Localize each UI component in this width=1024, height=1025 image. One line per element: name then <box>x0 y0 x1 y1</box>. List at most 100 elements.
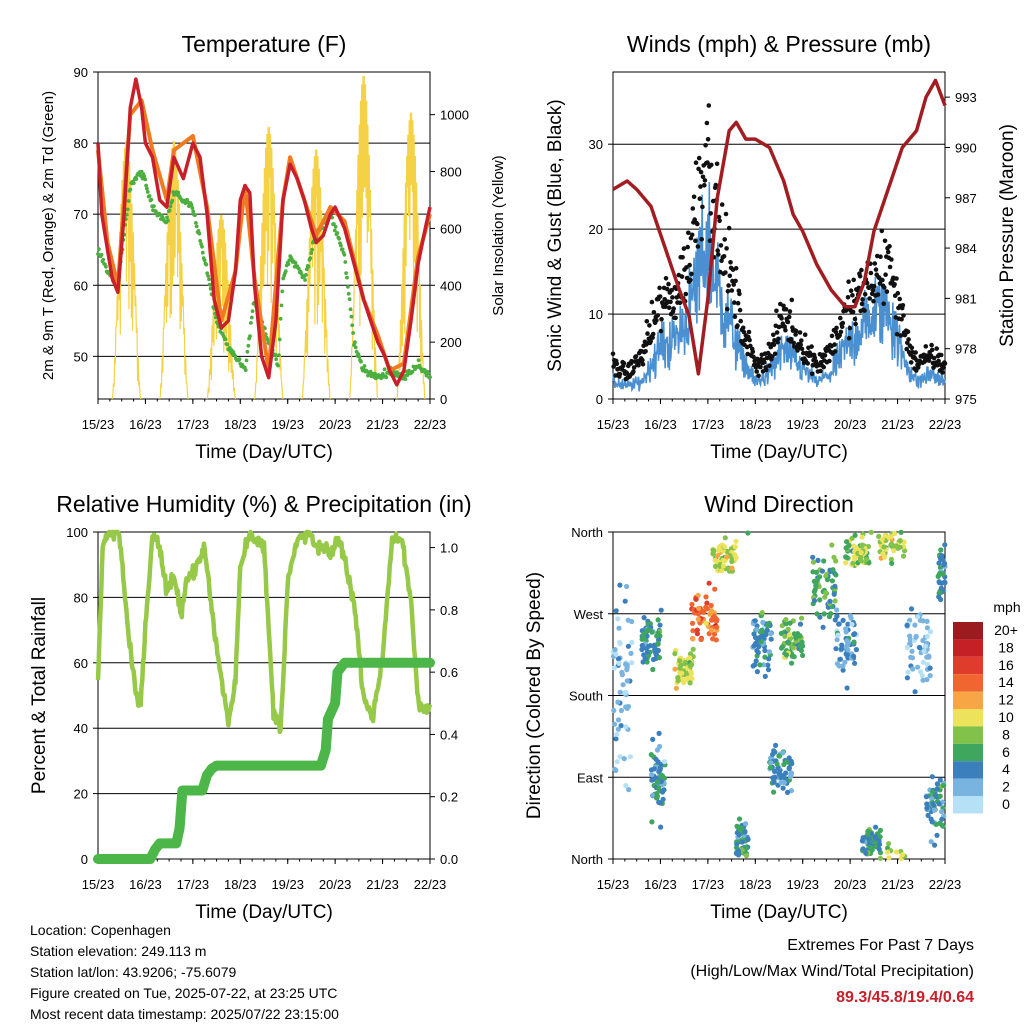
direction-point <box>810 559 817 565</box>
direction-point <box>732 544 739 550</box>
gust-point <box>871 283 877 289</box>
gust-point <box>684 265 689 270</box>
direction-point <box>720 557 726 563</box>
x-tick-label: 16/23 <box>129 877 162 892</box>
direction-point <box>834 661 841 667</box>
dewpoint-point <box>97 247 101 252</box>
gust-point <box>900 303 906 308</box>
direction-point <box>789 653 795 659</box>
direction-point <box>834 613 840 619</box>
direction-point <box>760 619 766 626</box>
gust-point <box>732 314 738 320</box>
gust-point <box>647 323 652 328</box>
direction-point <box>913 634 919 640</box>
gust-point <box>892 282 897 287</box>
y-tick-label: 70 <box>74 207 88 222</box>
gust-point <box>883 272 888 278</box>
direction-point <box>786 766 792 772</box>
dewpoint-point <box>368 369 373 374</box>
dewpoint-point <box>131 181 136 186</box>
gust-point <box>708 211 713 216</box>
direction-point <box>703 620 709 626</box>
x-tick-label: 18/23 <box>224 417 257 432</box>
direction-point <box>677 658 683 664</box>
direction-point <box>826 614 833 620</box>
direction-point <box>771 768 778 775</box>
direction-point <box>900 553 907 559</box>
dewpoint-point <box>237 357 242 361</box>
direction-point <box>929 819 935 825</box>
y2-tick-label: 984 <box>955 241 977 256</box>
direction-point <box>656 785 662 791</box>
gust-point <box>643 349 648 354</box>
gust-point <box>894 332 900 337</box>
dewpoint-point <box>225 342 230 347</box>
x-tick-label: 17/23 <box>692 417 725 432</box>
gust-point <box>685 244 690 250</box>
direction-point <box>762 673 768 680</box>
direction-point <box>729 558 735 565</box>
direction-point <box>848 615 854 621</box>
direction-point <box>939 816 945 822</box>
direction-point <box>714 624 720 630</box>
direction-point <box>827 598 833 604</box>
gust-point <box>691 194 697 200</box>
direction-point <box>822 594 828 600</box>
direction-point <box>626 787 632 793</box>
dewpoint-point <box>168 204 173 209</box>
direction-point <box>731 552 738 558</box>
gust-point <box>840 320 846 326</box>
direction-point <box>917 617 923 623</box>
direction-point <box>712 563 719 570</box>
gust-point <box>704 120 710 126</box>
direction-point <box>882 532 888 539</box>
direction-point <box>923 794 930 800</box>
colorbar-swatch <box>953 726 983 744</box>
direction-point <box>876 533 882 540</box>
direction-point <box>876 846 882 852</box>
gust-point <box>698 184 703 189</box>
direction-point <box>751 631 757 637</box>
direction-point <box>852 660 858 666</box>
direction-point <box>877 855 884 861</box>
colorbar-label: 4 <box>1002 761 1010 777</box>
direction-point <box>892 531 898 537</box>
direction-point <box>843 629 849 635</box>
direction-point <box>927 673 933 679</box>
direction-point <box>839 642 845 648</box>
panel-4: Wind Direction 15/23 16/23 17/23 18/23 19/23 2… <box>524 491 1021 923</box>
dewpoint-point <box>193 213 197 218</box>
gust-point <box>812 355 818 360</box>
direction-point <box>881 544 887 550</box>
dewpoint-point <box>382 367 387 372</box>
dewpoint-point <box>339 243 343 248</box>
y-tick-label: 50 <box>74 349 88 364</box>
dewpoint-point <box>204 262 209 267</box>
gust-point <box>880 277 885 283</box>
direction-point <box>672 666 678 672</box>
gust-point <box>688 277 693 283</box>
colorbar-label: 18 <box>998 639 1014 655</box>
dewpoint-point <box>273 352 278 357</box>
direction-point <box>617 582 623 588</box>
direction-point <box>798 648 805 654</box>
x-tick-label: 22/23 <box>929 877 962 892</box>
dewpoint-point <box>348 307 353 312</box>
dewpoint-point <box>353 345 358 350</box>
dewpoint-point <box>145 190 150 194</box>
gust-point <box>848 288 854 294</box>
y2-tick-label: 975 <box>955 392 977 407</box>
x-tick-label: 15/23 <box>82 877 115 892</box>
gust-point <box>686 230 691 236</box>
gust-point <box>700 204 705 210</box>
y2-tick-label: 0.8 <box>440 603 458 618</box>
direction-point <box>912 622 918 628</box>
y2-tick-label: 990 <box>955 140 977 155</box>
direction-point <box>815 557 821 564</box>
gust-point <box>728 260 733 265</box>
gust-point <box>934 346 939 351</box>
gust-point <box>923 344 929 349</box>
direction-point <box>695 616 701 622</box>
gust-point <box>877 281 883 286</box>
